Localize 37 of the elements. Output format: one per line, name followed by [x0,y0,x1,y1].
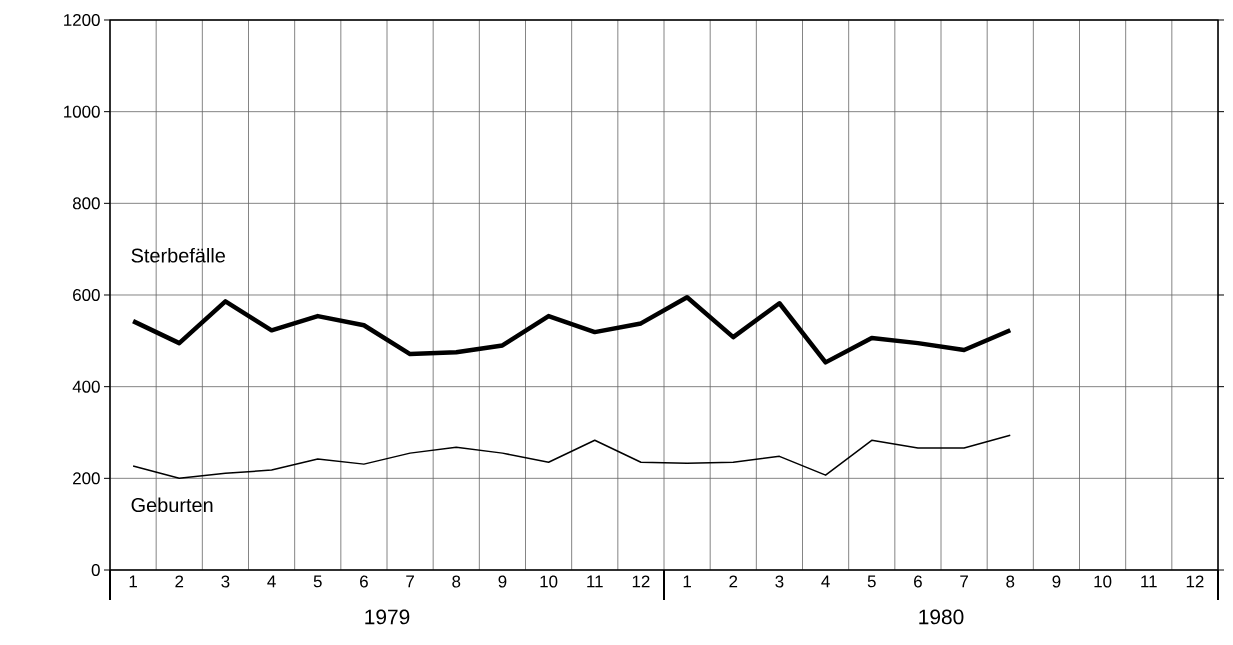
x-tick-label: 12 [1186,575,1204,588]
x-tick-label: 12 [632,575,650,588]
y-tick-label: 600 [73,289,100,301]
line-series [132,434,1011,480]
x-tick-label: 8 [1006,575,1015,588]
x-tick-label: 4 [267,575,276,588]
x-tick-label: 9 [498,575,507,588]
line-series [130,295,1013,365]
y-tick-label: 0 [91,564,100,576]
x-tick-label: 10 [1094,575,1112,588]
y-tick-label: 400 [72,380,100,393]
x-tick-label: 6 [360,575,368,588]
x-tick-label: 3 [221,575,230,588]
x-tick-label: 1 [129,575,137,588]
series-label: Geburten [131,497,213,513]
x-tick-label: 4 [821,575,830,588]
x-tick-label: 10 [540,575,558,588]
x-tick-label: 5 [867,575,876,588]
text: 1979 [365,609,410,625]
x-tick-label: 11 [1141,575,1157,588]
text: 1980 [919,609,964,625]
x-tick-label: 9 [1052,575,1061,588]
x-tick-label: 11 [587,575,603,588]
x-tick-label: 2 [729,575,738,588]
x-tick-label: 1 [683,575,691,588]
y-tick-label: 1000 [64,105,100,118]
x-tick-label: 6 [914,575,922,588]
x-tick-label: 7 [406,575,414,588]
x-tick-label: 2 [175,575,184,588]
series-label: Sterbefälle [131,247,225,263]
y-tick-label: 200 [73,472,100,485]
y-tick-label: 1200 [64,14,100,26]
x-tick-label: 5 [313,575,322,588]
x-tick-label: 8 [452,575,461,588]
x-tick-label: 7 [960,575,968,588]
y-tick-label: 800 [72,197,100,210]
x-tick-label: 3 [775,575,784,588]
